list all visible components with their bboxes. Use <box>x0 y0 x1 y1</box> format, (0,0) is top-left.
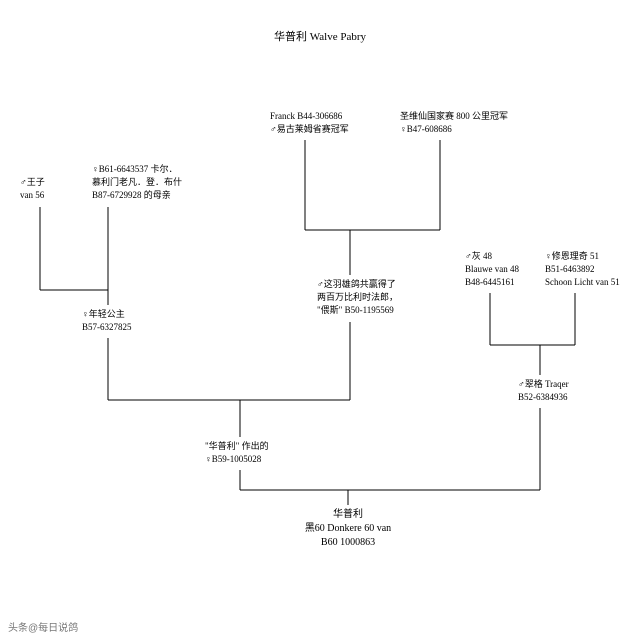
node-g1_left_b: ♀B61-6643537 卡尔． 慕利门老凡．登．布什 B87-6729928 … <box>92 163 182 202</box>
node-g2_left: ♀年轻公主 B57-6327825 <box>82 308 132 334</box>
node-g1_left_a: ♂王子 van 56 <box>20 176 45 202</box>
node-g2_mid: ♂这羽雄鸽共赢得了 两百万比利时法郎， "偎斯" B50-1195569 <box>317 278 398 317</box>
node-final: 华普利 黑60 Donkere 60 van B60 1000863 <box>278 508 418 550</box>
node-g1_mid_a: Franck B44-306686 ♂易古莱姆省赛冠军 <box>270 110 349 136</box>
node-g3_left: "华普利" 作出的 ♀B59-1005028 <box>205 440 269 466</box>
footer-watermark: 头条@每日说鸽 <box>8 619 78 634</box>
node-g1_rt_b: ♀修恩理奇 51 B51-6463892 Schoon Licht van 51 <box>545 250 620 289</box>
node-g2_right: ♂翠格 Traqer B52-6384936 <box>518 378 569 404</box>
node-g1_mid_b: 圣维仙国家赛 800 公里冠军 ♀B47-608686 <box>400 110 508 136</box>
node-g1_rt_a: ♂灰 48 Blauwe van 48 B48-6445161 <box>465 250 519 289</box>
